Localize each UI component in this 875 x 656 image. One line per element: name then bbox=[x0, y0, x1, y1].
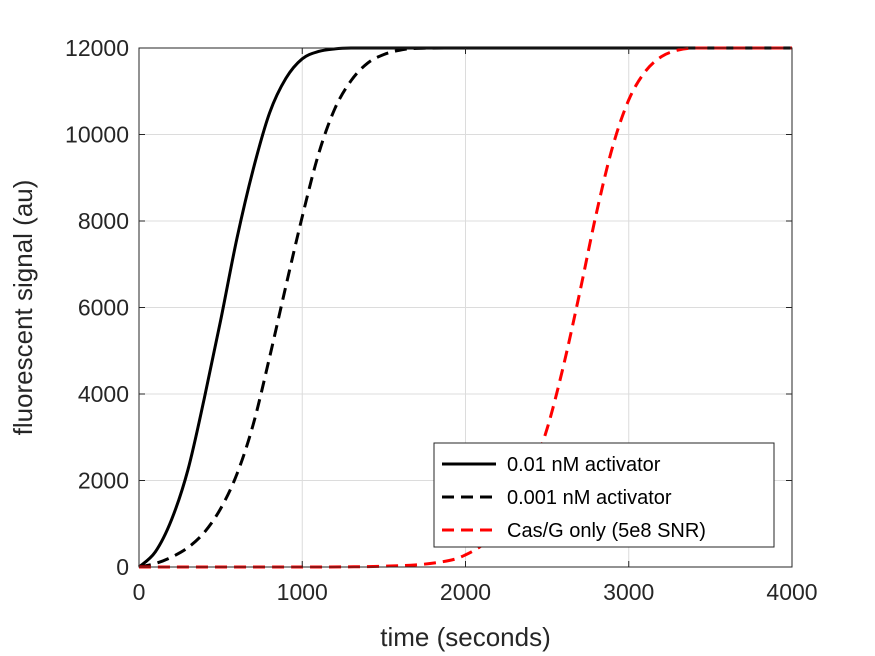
axis-ticks: 0 1000 2000 3000 4000 0 2000 4000 6000 8000 10000 1… bbox=[65, 35, 818, 605]
y-tick-label: 12000 bbox=[65, 35, 129, 61]
legend-entry-1: 0.001 nM activator bbox=[507, 487, 672, 509]
y-tick-label: 6000 bbox=[78, 295, 129, 321]
legend-entry-0: 0.01 nM activator bbox=[507, 454, 661, 476]
y-axis-label: fluorescent signal (au) bbox=[8, 180, 38, 436]
legend-entry-2: Cas/G only (5e8 SNR) bbox=[507, 520, 706, 542]
x-tick-label: 4000 bbox=[766, 579, 817, 605]
legend: 0.01 nM activator 0.001 nM activator Cas… bbox=[433, 442, 775, 548]
x-tick-label: 2000 bbox=[440, 579, 491, 605]
x-axis-label: time (seconds) bbox=[380, 622, 551, 652]
y-tick-label: 2000 bbox=[78, 468, 129, 494]
y-tick-label: 4000 bbox=[78, 381, 129, 407]
x-tick-label: 0 bbox=[133, 579, 146, 605]
y-tick-label: 10000 bbox=[65, 122, 129, 148]
series-line-1 bbox=[138, 46, 792, 569]
y-tick-label: 8000 bbox=[78, 208, 129, 234]
x-tick-label: 3000 bbox=[603, 579, 654, 605]
y-tick-label: 0 bbox=[116, 554, 129, 580]
x-tick-label: 1000 bbox=[277, 579, 328, 605]
series-line-2 bbox=[139, 46, 792, 569]
